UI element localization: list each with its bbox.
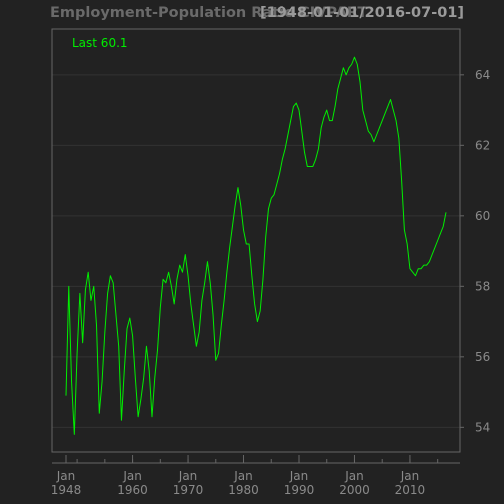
chart-date-range: [1948-01-01/2016-07-01] (260, 5, 465, 21)
y-tick-label: 56 (475, 350, 490, 364)
x-tick-label: 1970 (173, 483, 204, 497)
x-tick-label: 1990 (284, 483, 315, 497)
grid-lines (52, 74, 460, 428)
y-tick-label: 64 (475, 68, 490, 82)
y-axis: 54 56 58 60 62 64 (460, 68, 490, 434)
x-tick-label: 1948 (51, 483, 82, 497)
x-tick-label: 2000 (339, 483, 370, 497)
x-tick-label: Jan (400, 469, 420, 483)
y-tick-label: 60 (475, 209, 490, 223)
x-tick-label: 2010 (395, 483, 426, 497)
x-tick-label: 1960 (117, 483, 148, 497)
chart-title: Employment-Population Ratio CIVPART (50, 5, 368, 21)
x-tick-label: Jan (233, 469, 253, 483)
x-tick-label: 1980 (228, 483, 259, 497)
plot-area (65, 56, 447, 435)
x-axis: Jan1948Jan1960Jan1970Jan1980Jan1990Jan20… (51, 455, 460, 497)
x-tick-label: Jan (56, 469, 76, 483)
y-tick-label: 54 (475, 420, 490, 434)
series-line (65, 56, 447, 435)
x-tick-label: Jan (289, 469, 309, 483)
plot-frame (51, 28, 461, 453)
x-tick-label: Jan (122, 469, 142, 483)
y-tick-label: 58 (475, 279, 490, 293)
x-tick-label: Jan (344, 469, 364, 483)
x-tick-label: Jan (178, 469, 198, 483)
y-tick-label: 62 (475, 138, 490, 152)
legend-last-value: Last 60.1 (72, 36, 128, 50)
